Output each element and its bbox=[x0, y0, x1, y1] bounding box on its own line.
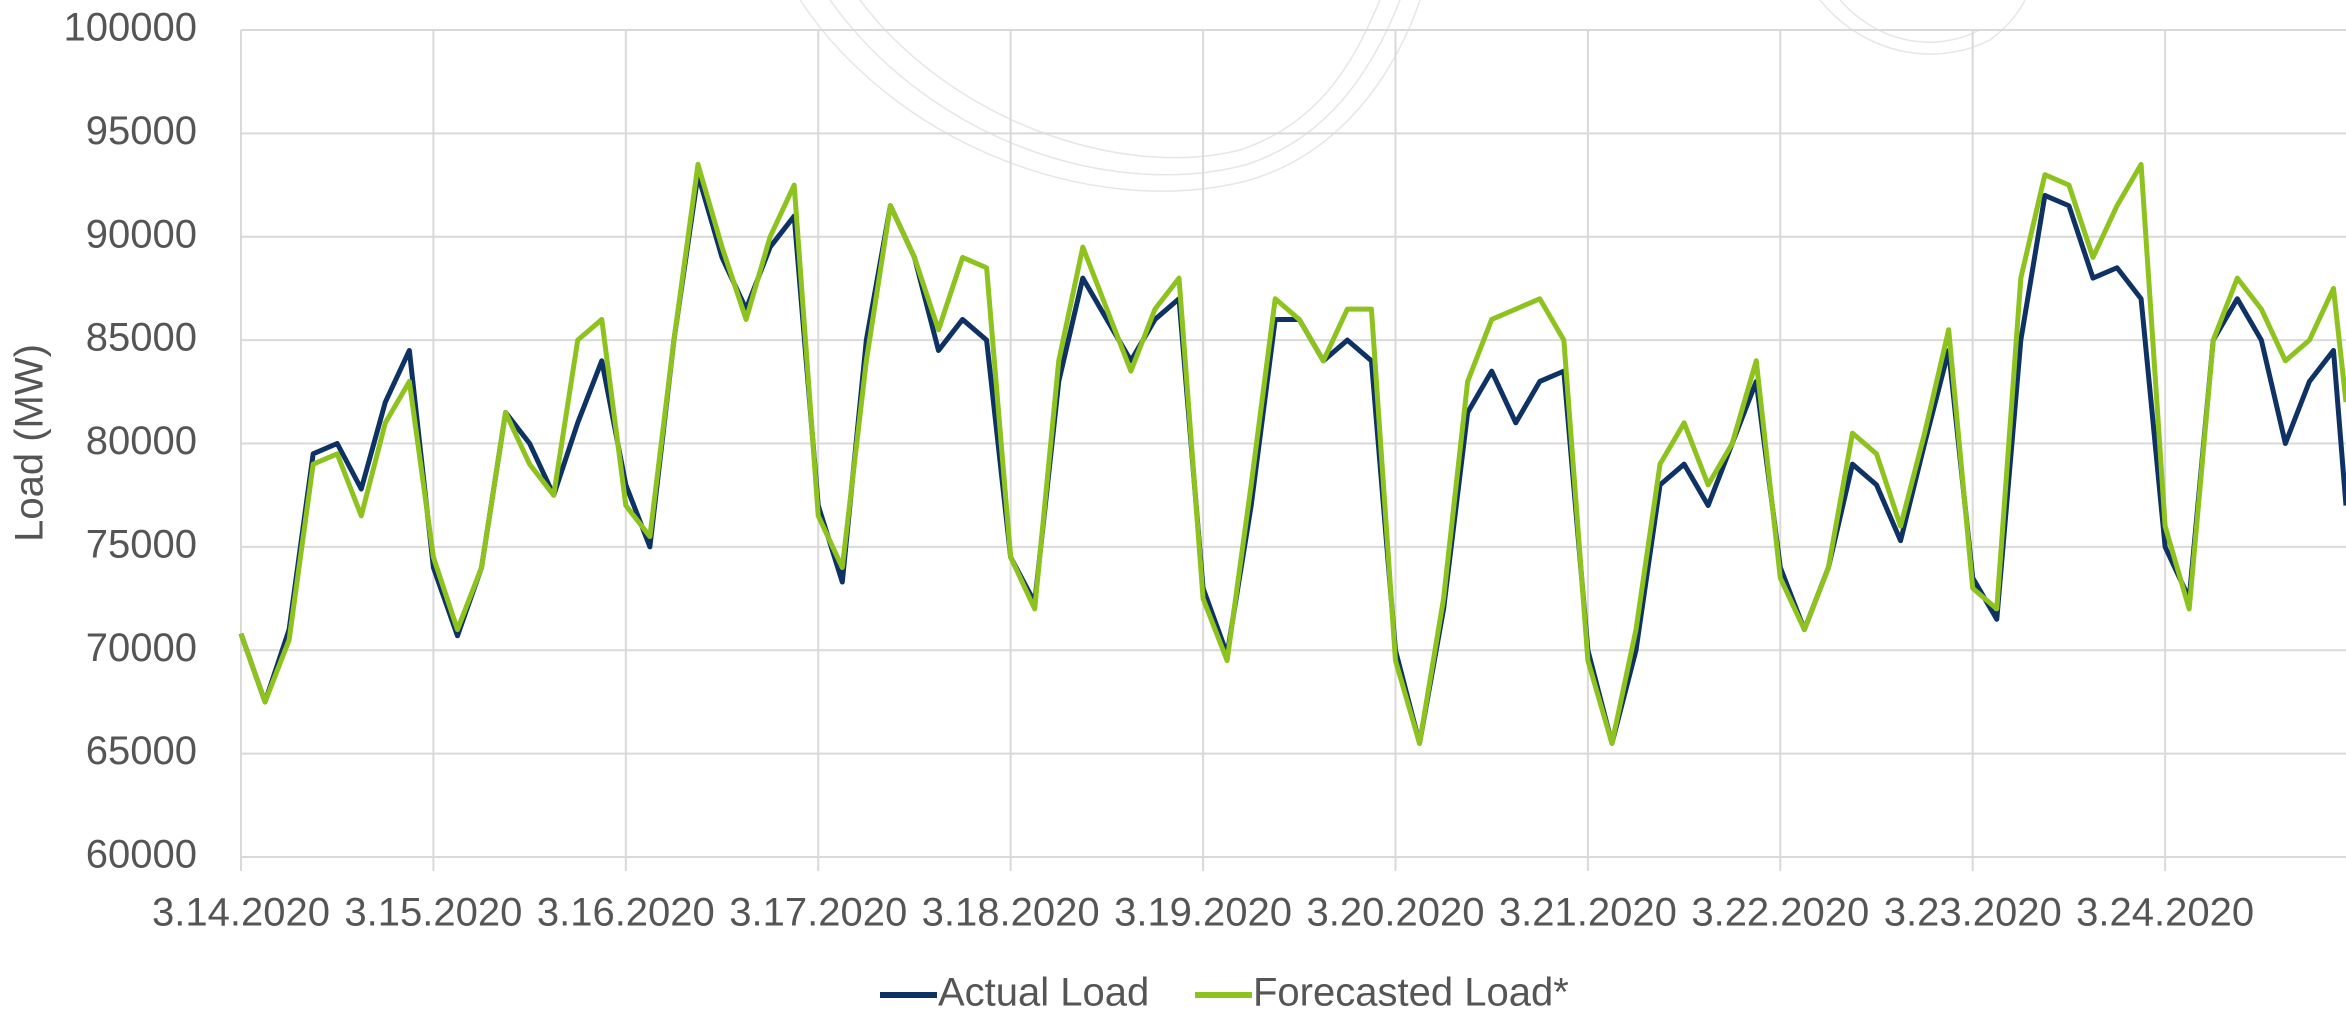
series-line bbox=[241, 164, 2346, 743]
y-tick-label: 95000 bbox=[86, 109, 197, 153]
y-tick-label: 75000 bbox=[86, 522, 197, 566]
x-tick-label: 3.19.2020 bbox=[1114, 891, 1292, 935]
series-line bbox=[241, 175, 2346, 744]
y-tick-label: 100000 bbox=[64, 6, 197, 50]
y-tick-label: 80000 bbox=[86, 419, 197, 463]
legend-label: Actual Load bbox=[938, 971, 1149, 1014]
x-tick-label: 3.18.2020 bbox=[922, 891, 1100, 935]
x-tick-label: 3.22.2020 bbox=[1691, 891, 1869, 935]
legend-item: Actual Load bbox=[880, 971, 1149, 1014]
background-decoration bbox=[800, 0, 2025, 191]
x-tick-label: 3.20.2020 bbox=[1307, 891, 1485, 935]
x-tick-label: 3.21.2020 bbox=[1499, 891, 1677, 935]
chart: Load (MW) 60000 65000 70000 75000 80000 85000… bbox=[0, 0, 2346, 1014]
y-tick-label: 60000 bbox=[86, 833, 197, 877]
y-tick-label: 90000 bbox=[86, 212, 197, 256]
x-tick-label: 3.14.2020 bbox=[152, 891, 330, 935]
y-tick-label: 70000 bbox=[86, 626, 197, 670]
x-tick-label: 3.23.2020 bbox=[1884, 891, 2062, 935]
legend-item: Forecasted Load* bbox=[1195, 971, 1569, 1014]
y-axis-label: Load (MW) bbox=[8, 344, 52, 542]
x-tick-label: 3.16.2020 bbox=[537, 891, 715, 935]
x-tick-label: 3.24.2020 bbox=[2076, 891, 2254, 935]
page: Load (MW) 60000 65000 70000 75000 80000 85000… bbox=[0, 0, 2346, 1019]
x-tick-label: 3.17.2020 bbox=[729, 891, 907, 935]
y-tick-label: 85000 bbox=[86, 316, 197, 360]
legend-label: Forecasted Load* bbox=[1253, 971, 1569, 1014]
y-tick-label: 65000 bbox=[86, 729, 197, 773]
x-tick-label: 3.15.2020 bbox=[344, 891, 522, 935]
